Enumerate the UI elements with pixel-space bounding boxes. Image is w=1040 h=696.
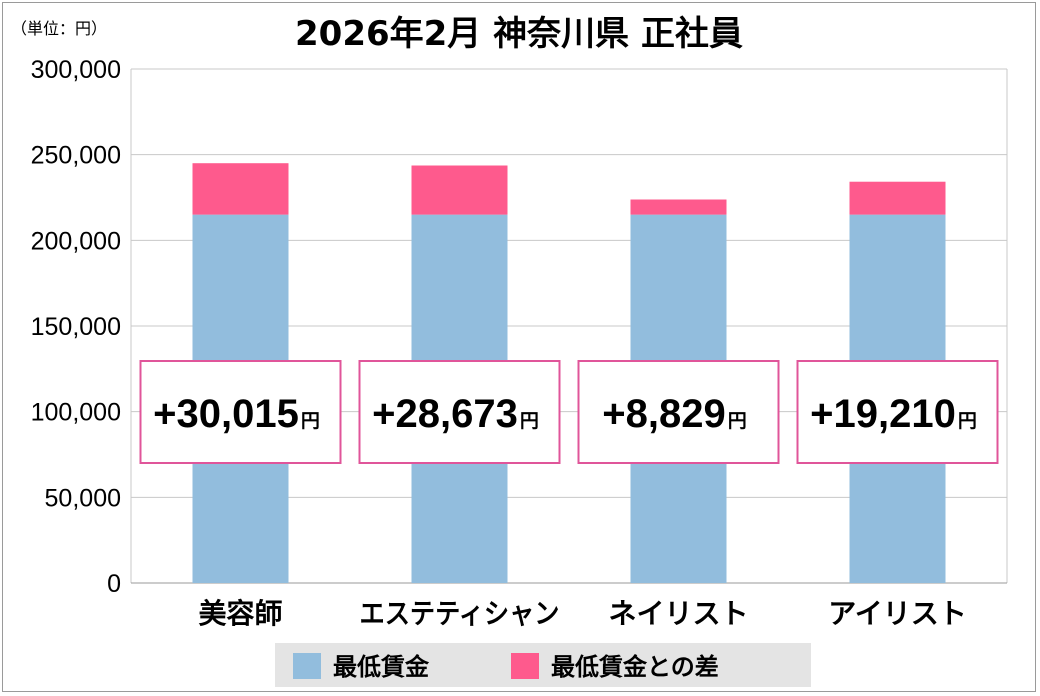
callout-unit: 円 xyxy=(301,410,320,432)
callout-label: +19,210 円 xyxy=(810,392,977,436)
x-axis-ticks: 美容師 エステティシャン ネイリスト アイリスト xyxy=(198,597,966,630)
y-tick-label: 200,000 xyxy=(31,227,121,255)
x-tick-label: ネイリスト xyxy=(608,597,748,630)
bar-difference-3 xyxy=(849,181,946,215)
y-tick-label: 250,000 xyxy=(31,142,121,170)
legend: 最低賃金 最低賃金との差 xyxy=(275,643,811,687)
callout-value: +30,015 xyxy=(153,392,299,436)
y-tick-label: 150,000 xyxy=(31,313,121,341)
callouts: +30,015 円 +28,673 円 +8,829 円 +19,210 円 xyxy=(139,360,999,464)
callout-2: +8,829 円 xyxy=(577,360,780,464)
legend-label-0: 最低賃金 xyxy=(333,653,430,681)
chart-title: 2026年2月 神奈川県 正社員 xyxy=(295,14,743,54)
bar-difference-0 xyxy=(192,163,289,215)
y-tick-label: 50,000 xyxy=(45,484,121,512)
callout-label: +30,015 円 xyxy=(153,392,320,436)
y-tick-label: 0 xyxy=(107,570,121,598)
chart-svg: （単位：円） 2026年2月 神奈川県 正社員 0 50,000 100,000 15… xyxy=(11,14,1008,687)
callout-value: +28,673 xyxy=(372,392,518,436)
callout-box xyxy=(577,360,780,464)
callout-1: +28,673 円 xyxy=(358,360,561,464)
x-tick-label: アイリスト xyxy=(828,597,967,630)
legend-background xyxy=(275,643,811,687)
unit-label: （単位：円） xyxy=(11,19,107,38)
bar-difference-1 xyxy=(411,165,508,215)
callout-3: +19,210 円 xyxy=(796,360,999,464)
x-tick-label: 美容師 xyxy=(198,597,282,630)
y-tick-label: 100,000 xyxy=(31,399,121,427)
y-tick-label: 300,000 xyxy=(31,56,121,84)
x-tick-label: エステティシャン xyxy=(360,597,560,630)
callout-box xyxy=(358,360,561,464)
callout-box xyxy=(139,360,342,464)
callout-label: +28,673 円 xyxy=(372,392,539,436)
callout-unit: 円 xyxy=(728,410,747,432)
callout-unit: 円 xyxy=(520,410,539,432)
callout-unit: 円 xyxy=(958,410,977,432)
bar-difference-2 xyxy=(630,199,727,215)
callout-0: +30,015 円 xyxy=(139,360,342,464)
callout-value: +19,210 xyxy=(810,392,956,436)
legend-label-1: 最低賃金との差 xyxy=(551,653,719,681)
callout-label: +8,829 円 xyxy=(602,392,746,436)
callout-value: +8,829 xyxy=(602,392,725,436)
callout-box xyxy=(796,360,999,464)
legend-swatch-0 xyxy=(293,653,321,679)
legend-swatch-1 xyxy=(511,653,539,679)
y-axis-ticks: 0 50,000 100,000 150,000 200,000 250,000 300,0… xyxy=(31,56,121,598)
